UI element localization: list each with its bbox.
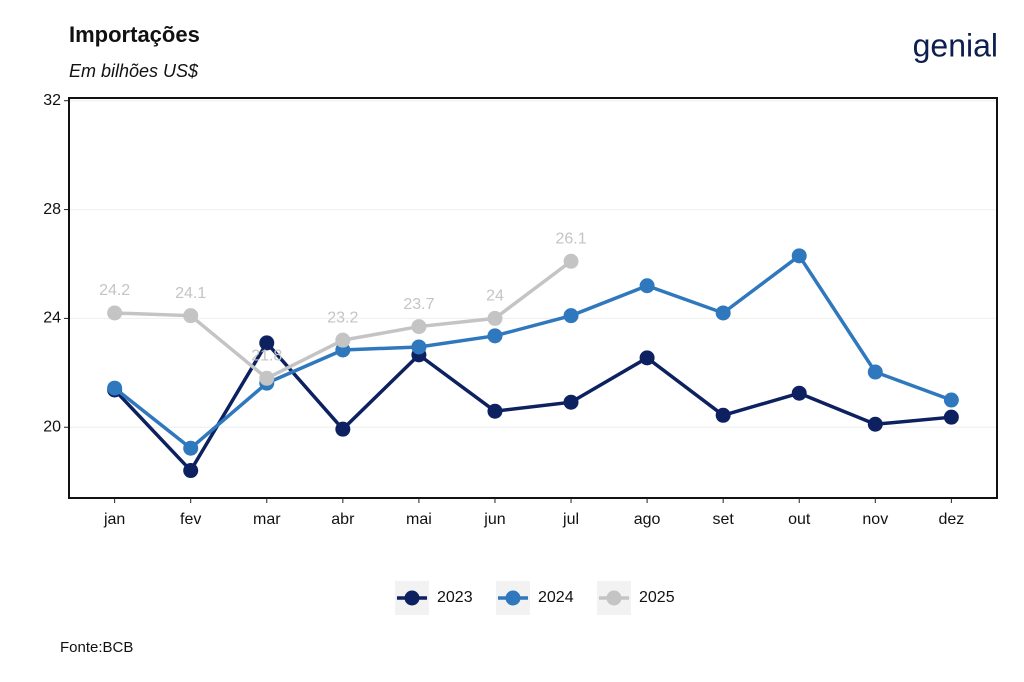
- y-tick-label: 24: [43, 310, 61, 327]
- legend-point: [606, 590, 622, 606]
- data-label: 24.2: [99, 282, 130, 299]
- point: [563, 394, 579, 410]
- x-tick-label: ago: [634, 511, 661, 528]
- chart-subtitle: Em bilhões US$: [69, 61, 199, 81]
- point: [107, 380, 123, 396]
- x-tick-label: nov: [862, 511, 888, 528]
- point: [943, 392, 959, 408]
- point: [335, 332, 351, 348]
- plot-frame: [68, 97, 998, 499]
- point: [715, 407, 731, 423]
- x-tick-label: set: [712, 511, 734, 528]
- x-tick-label: jul: [562, 511, 579, 528]
- y-tick-label: 32: [43, 92, 61, 109]
- data-label: 21.8: [251, 347, 282, 364]
- x-tick-label: dez: [938, 511, 964, 528]
- x-tick-label: out: [788, 511, 811, 528]
- point: [563, 308, 579, 324]
- data-label: 24.1: [175, 285, 206, 302]
- data-label: 26.1: [555, 230, 586, 247]
- data-label: 23.2: [327, 309, 358, 326]
- x-tick-label: jun: [483, 511, 505, 528]
- point: [107, 305, 123, 321]
- point: [715, 305, 731, 321]
- point: [867, 416, 883, 432]
- logo: genial: [913, 27, 998, 63]
- x-tick-label: abr: [331, 511, 355, 528]
- x-tick-label: mai: [406, 511, 432, 528]
- point: [259, 335, 275, 351]
- legend-point: [505, 590, 521, 606]
- point: [183, 463, 199, 479]
- series-line: [113, 253, 952, 451]
- point: [791, 248, 807, 264]
- x-tick-label: jan: [103, 511, 125, 528]
- data-label: 24: [486, 288, 504, 305]
- point: [487, 310, 503, 326]
- point: [791, 385, 807, 401]
- legend-label: 2023: [437, 589, 473, 606]
- point: [411, 339, 427, 355]
- point: [183, 308, 199, 324]
- point: [639, 278, 655, 294]
- series-line: [113, 339, 952, 474]
- point: [487, 403, 503, 419]
- y-tick-label: 28: [43, 201, 61, 218]
- point: [335, 421, 351, 437]
- chart-title: Importações: [69, 22, 200, 47]
- source: Fonte:BCB: [60, 639, 133, 656]
- point: [563, 253, 579, 269]
- point: [867, 364, 883, 380]
- point: [259, 370, 275, 386]
- point: [183, 440, 199, 456]
- legend-label: 2024: [538, 589, 574, 606]
- legend-point: [404, 590, 420, 606]
- x-tick-label: mar: [253, 511, 281, 528]
- point: [639, 350, 655, 366]
- y-tick-label: 20: [43, 418, 61, 435]
- point: [487, 328, 503, 344]
- point: [411, 319, 427, 335]
- data-label: 23.7: [403, 296, 434, 313]
- point: [943, 409, 959, 425]
- x-tick-label: fev: [180, 511, 201, 528]
- legend-label: 2025: [639, 589, 675, 606]
